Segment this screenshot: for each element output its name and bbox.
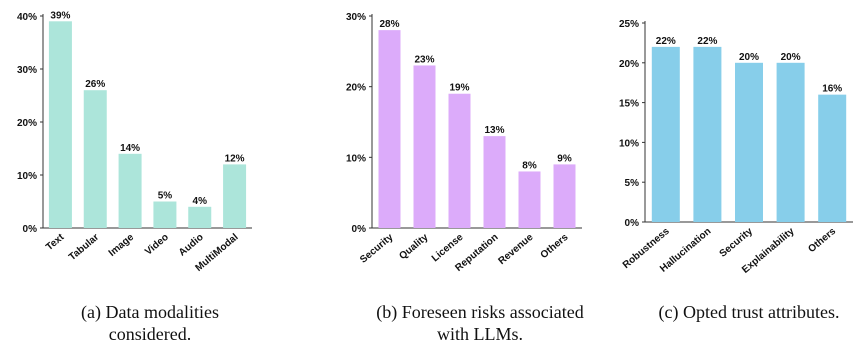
- data-label: 22%: [656, 36, 676, 47]
- y-tick-label: 30%: [17, 65, 37, 76]
- data-label: 4%: [193, 196, 208, 207]
- chart-a-data-modalities: 0% 10% 20% 30% 40% 39% Text 26% Tabular 14% Image 5…: [17, 10, 252, 344]
- data-label: 5%: [158, 191, 173, 202]
- data-label: 9%: [557, 153, 572, 164]
- data-label: 14%: [120, 143, 140, 154]
- bar-others: [553, 164, 576, 228]
- bar-revenue: [518, 171, 541, 228]
- x-tick-label: Quality: [397, 232, 430, 262]
- figure-caption: with LLMs.: [437, 324, 523, 344]
- bar-audio: [188, 206, 212, 228]
- y-tick-label: 20%: [619, 59, 639, 70]
- chart-c-trust-attributes: 0%5%10%15%20%25%22%Robustness22%Hallucin…: [619, 19, 853, 323]
- bar-reputation: [483, 136, 506, 228]
- chart-b-foreseen-risks: 0%10%20%30%28%Security23%Quality19%Licen…: [346, 12, 584, 344]
- data-label: 28%: [379, 19, 399, 30]
- bar-license: [448, 93, 471, 228]
- y-tick-label: 25%: [619, 19, 639, 30]
- bar-video: [153, 201, 177, 228]
- bar-security: [378, 30, 401, 229]
- data-label: 23%: [414, 54, 434, 65]
- data-label: 19%: [449, 83, 469, 94]
- bar-multimodal: [223, 164, 247, 228]
- bar-hallucination: [693, 46, 722, 222]
- x-tick-label: Tabular: [67, 232, 101, 263]
- bar-security: [735, 62, 763, 222]
- bar-quality: [413, 65, 436, 228]
- data-label: 26%: [85, 79, 105, 90]
- bar-explainability: [776, 62, 805, 222]
- y-tick-label: 0%: [23, 224, 38, 235]
- bar-tabular: [83, 90, 107, 228]
- data-label: 8%: [522, 160, 537, 171]
- bar-text: [48, 21, 72, 228]
- data-label: 12%: [225, 153, 245, 164]
- figure-caption: (b) Foreseen risks associated: [376, 302, 583, 323]
- y-tick-label: 10%: [17, 171, 37, 182]
- y-tick-label: 10%: [346, 153, 366, 164]
- data-label: 20%: [781, 52, 801, 63]
- x-tick-label: Revenue: [496, 232, 535, 268]
- data-label: 13%: [484, 125, 504, 136]
- data-label: 22%: [697, 36, 717, 47]
- y-tick-label: 30%: [346, 12, 366, 23]
- y-tick-label: 40%: [17, 12, 37, 23]
- x-tick-label: Video: [143, 232, 171, 258]
- y-tick-label: 10%: [619, 138, 639, 149]
- y-tick-label: 0%: [352, 224, 367, 235]
- figure-caption: considered.: [109, 324, 191, 344]
- x-tick-label: Image: [107, 232, 137, 259]
- x-tick-label: Audio: [177, 232, 206, 259]
- y-tick-label: 20%: [17, 118, 37, 129]
- y-tick-label: 0%: [625, 218, 640, 229]
- x-tick-label: Text: [44, 231, 67, 253]
- data-label: 16%: [822, 84, 842, 95]
- x-tick-label: Others: [539, 232, 571, 261]
- x-tick-label: Security: [718, 226, 756, 260]
- x-tick-label: Security: [358, 232, 396, 266]
- y-tick-label: 5%: [625, 178, 640, 189]
- x-tick-label: Others: [806, 226, 838, 255]
- y-tick-label: 20%: [346, 83, 366, 94]
- bar-image: [118, 153, 142, 228]
- bar-robustness: [651, 46, 680, 222]
- figure-caption: (c) Opted trust attributes.: [659, 302, 840, 323]
- figure-caption: (a) Data modalities: [81, 302, 219, 323]
- y-tick-label: 15%: [619, 99, 639, 110]
- data-label: 39%: [50, 10, 70, 21]
- bar-others: [818, 94, 847, 222]
- data-label: 20%: [739, 52, 759, 63]
